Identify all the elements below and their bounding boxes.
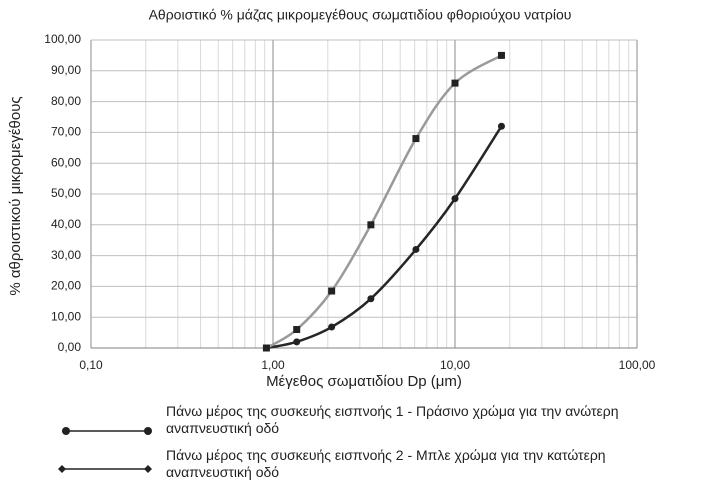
y-tick-label: 70,00 <box>51 125 81 139</box>
point <box>497 122 505 130</box>
x-tick-label: 1,00 <box>261 358 285 372</box>
y-tick-label: 100,00 <box>44 32 81 46</box>
y-tick-label: 30,00 <box>51 248 81 262</box>
chart-title: Αθροιστικό % μάζας μικρομεγέθους σωματιδ… <box>149 7 572 23</box>
point <box>412 245 420 253</box>
legend-marker <box>144 465 152 473</box>
y-tick-label: 10,00 <box>51 309 81 323</box>
y-tick-label: 80,00 <box>51 94 81 108</box>
point <box>412 135 420 143</box>
x-tick-label: 100,00 <box>619 358 656 372</box>
y-axis-label: % αθροιστικού μικρομεγέθους <box>7 96 24 295</box>
y-tick-label: 20,00 <box>51 279 81 293</box>
series-line <box>265 54 503 350</box>
y-tick-label: 50,00 <box>51 186 81 200</box>
point <box>293 338 301 346</box>
x-tick-label: 0,10 <box>79 358 103 372</box>
legend-entry: Πάνω μέρος της συσκευής εισπνοής 1 - Πρά… <box>166 403 619 436</box>
point <box>328 287 336 295</box>
legend-marker <box>58 465 66 473</box>
point <box>451 79 459 87</box>
y-tick-label: 90,00 <box>51 63 81 77</box>
y-tick-label: 0,00 <box>58 340 82 354</box>
x-axis-label: Μέγεθος σωματιδίου Dp (μm) <box>266 373 462 390</box>
point <box>293 326 301 334</box>
point <box>262 344 270 352</box>
y-tick-label: 40,00 <box>51 217 81 231</box>
legend-entry: Πάνω μέρος της συσκευής εισπνοής 2 - Μπλ… <box>166 447 606 480</box>
legend-marker <box>62 427 70 435</box>
point <box>328 323 336 331</box>
series-line <box>266 125 503 350</box>
point <box>451 195 459 203</box>
point <box>497 51 505 59</box>
legend-text: Πάνω μέρος της συσκευής εισπνοής 2 - Μπλ… <box>166 447 606 480</box>
y-tick-label: 60,00 <box>51 155 81 169</box>
legend-marker <box>144 427 152 435</box>
x-tick-label: 10,00 <box>440 358 470 372</box>
point <box>367 295 375 303</box>
point <box>367 221 375 229</box>
legend-text: Πάνω μέρος της συσκευής εισπνοής 1 - Πρά… <box>166 403 619 436</box>
